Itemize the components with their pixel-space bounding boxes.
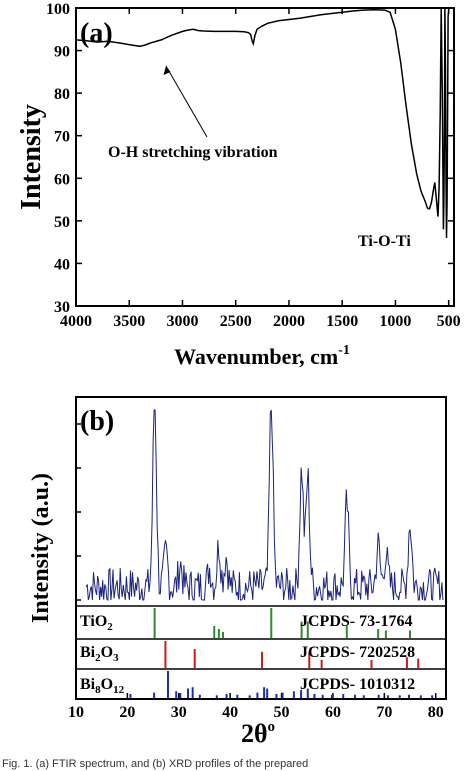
xrd-x-axis-label-main: 2θ	[241, 719, 268, 748]
ftir-plot-frame	[75, 7, 455, 307]
ftir-y-axis-label: Intensity	[16, 104, 47, 210]
ftir-y-tick-label: 70	[54, 129, 70, 146]
ftir-y-tick-label: 100	[46, 1, 70, 18]
ref-name-bi2o3-sub2: 3	[113, 652, 119, 664]
ftir-y-tick-label: 30	[54, 299, 70, 316]
figure-caption: Fig. 1. (a) FTIR spectrum, and (b) XRD p…	[2, 758, 309, 770]
xrd-panel: (b) 10 20 30 40 50 60 70 80 TiO2 JCPDS- 73-1764…	[28, 396, 447, 748]
ref-name-bi2o3-main: Bi	[80, 644, 96, 661]
ref-label-tio2: JCPDS- 73-1764	[300, 613, 412, 630]
reference-patterns	[129, 608, 434, 698]
ftir-y-tick-label: 80	[54, 86, 70, 103]
ftir-x-ticks: 4000 3500 3000 2500 2000 1500 1000 500	[60, 8, 461, 330]
ref-name-bi2o3: Bi2O3	[80, 644, 119, 664]
oh-annotation-text: O-H stretching vibration	[108, 144, 278, 161]
xrd-x-tick-label: 30	[171, 704, 187, 721]
ftir-x-tick-label: 4000	[60, 313, 92, 330]
ftir-y-tick-label: 40	[54, 256, 70, 273]
oh-annotation-arrow	[163, 65, 208, 138]
ref-name-tio2-sub: 2	[107, 621, 113, 633]
ref-name-tio2-main: TiO	[80, 613, 107, 630]
xrd-pattern-line	[85, 409, 444, 602]
ref-label-bi8o12: JCPDS- 1010312	[300, 676, 415, 693]
xrd-plot-frame	[75, 396, 447, 700]
ref-name-bi2o3-sub1: 2	[95, 652, 101, 664]
ftir-panel: (a) 30 40 50 60 70 80 90 100 4000 3500 3000 2500 20…	[16, 1, 461, 369]
ref-name-bi2o3-mid: O	[101, 644, 113, 661]
ftir-x-axis-label-main: Wavenumber, cm	[174, 344, 338, 369]
ftir-x-tick-label: 2500	[220, 313, 252, 330]
ref-name-bi8o12-main: Bi	[80, 676, 96, 693]
xrd-y-axis-label: Intensity (a.u.)	[28, 473, 54, 623]
xrd-panel-label: (b)	[80, 406, 114, 437]
xrd-x-tick-label: 20	[119, 704, 135, 721]
xrd-x-tick-label: 50	[274, 704, 290, 721]
xrd-x-axis-label-sup: o	[268, 719, 276, 735]
xrd-x-tick-label: 80	[428, 704, 444, 721]
ref-name-bi8o12-sub1: 8	[95, 684, 101, 696]
ref-label-bi2o3: JCPDS- 7202528	[300, 644, 415, 661]
ftir-y-tick-label: 60	[54, 171, 70, 188]
ftir-y-ticks: 30 40 50 60 70 80 90 100	[46, 1, 454, 316]
xrd-x-tick-label: 10	[68, 704, 84, 721]
xrd-x-ticks: 10 20 30 40 50 60 70 80	[68, 693, 444, 721]
ref-name-bi8o12-sub2: 12	[113, 684, 125, 696]
ftir-x-tick-label: 1500	[326, 313, 358, 330]
ftir-x-axis-label-sup: -1	[338, 343, 350, 358]
xrd-x-tick-label: 60	[325, 704, 341, 721]
ref-name-bi8o12-mid: O	[101, 676, 113, 693]
ftir-spectrum-line	[75, 7, 450, 238]
ftir-x-tick-label: 3500	[113, 313, 145, 330]
xrd-y-ticks	[76, 423, 81, 601]
ftir-y-tick-label: 90	[54, 44, 70, 61]
ftir-x-tick-label: 3000	[166, 313, 198, 330]
tioti-annotation-text: Ti-O-Ti	[358, 233, 411, 250]
ref-name-bi8o12: Bi8O12	[80, 676, 125, 696]
ftir-panel-label: (a)	[80, 18, 113, 49]
ref-name-tio2: TiO2	[80, 613, 113, 633]
xrd-x-tick-label: 70	[376, 704, 392, 721]
ftir-x-tick-label: 1000	[379, 313, 411, 330]
ftir-x-tick-label: 2000	[273, 313, 305, 330]
ftir-x-axis-label: Wavenumber, cm-1	[174, 343, 350, 369]
xrd-x-tick-label: 40	[222, 704, 238, 721]
ftir-x-tick-label: 500	[437, 313, 461, 330]
xrd-x-axis-label: 2θo	[241, 719, 275, 748]
ftir-y-tick-label: 50	[54, 214, 70, 231]
